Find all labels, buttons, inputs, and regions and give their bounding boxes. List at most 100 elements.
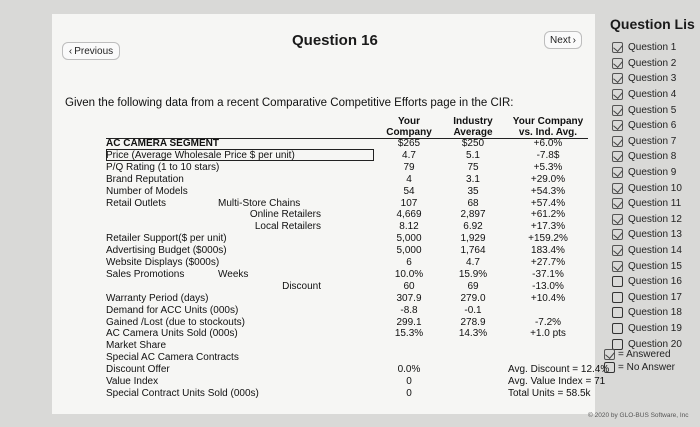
cell-your-company: 60: [403, 280, 415, 292]
sidebar-item-label: Question 19: [628, 322, 682, 334]
table-header-row-1: Your Industry Your Company: [106, 116, 606, 127]
checkbox-checked-icon: [612, 89, 623, 101]
cell-industry-average: 278.9: [460, 316, 486, 328]
previous-button-label: Previous: [74, 45, 114, 57]
checkbox-empty-icon: [612, 307, 623, 319]
sidebar-item-question-11[interactable]: Question 11: [612, 196, 682, 212]
previous-button[interactable]: ‹ Previous: [62, 42, 120, 60]
sidebar-item-question-4[interactable]: Question 4: [612, 87, 682, 103]
sidebar-item-label: Question 11: [628, 198, 682, 210]
sidebar-item-question-17[interactable]: Question 17: [612, 290, 682, 306]
sidebar-item-question-5[interactable]: Question 5: [612, 102, 682, 118]
row-label: Retailer Support($ per unit): [106, 233, 227, 245]
cell-vs-industry: +10.4%: [530, 292, 566, 304]
row-label: AC Camera Units Sold (000s): [106, 328, 238, 340]
sidebar-item-question-14[interactable]: Question 14: [612, 243, 682, 259]
row-label: Brand Reputation: [106, 173, 184, 185]
row-label: AC CAMERA SEGMENT: [106, 138, 219, 149]
table-row: Discount 60 69 -13.0%: [106, 281, 606, 292]
table-row: AC Camera Units Sold (000s) 15.3% 14.3% +1.…: [106, 328, 606, 339]
table-row: Sales Promotions Weeks 10.0% 15.9% -37.1%: [106, 269, 606, 280]
row-label: Gained /Lost (due to stockouts): [106, 316, 245, 328]
table-row: Online Retailers 4,669 2,897 +61.2%: [106, 209, 606, 220]
sidebar-item-question-16[interactable]: Question 16: [612, 274, 682, 290]
cell-vs-industry: +159.2%: [528, 233, 568, 245]
legend-answered: = Answered: [604, 348, 675, 361]
row-label: Website Displays ($000s): [106, 257, 220, 268]
cell-your-company: 15.3%: [394, 328, 424, 340]
col-header-your-company-2: Company: [386, 127, 432, 138]
sidebar-item-question-7[interactable]: Question 7: [612, 134, 682, 150]
cell-your-company: 79: [403, 161, 415, 173]
sidebar-item-label: Question 2: [628, 57, 677, 69]
checkbox-checked-icon: [612, 135, 623, 147]
cell-industry-average: 5.1: [466, 149, 480, 161]
table-row: Number of Models 54 35 +54.3%: [106, 186, 606, 197]
sidebar-item-label: Question 9: [628, 167, 677, 179]
checkbox-checked-icon: [612, 42, 623, 54]
cell-vs-industry: +54.3%: [530, 185, 566, 197]
checkbox-empty-icon: [612, 291, 623, 303]
cell-industry-average: 75: [467, 161, 479, 173]
sidebar-item-question-8[interactable]: Question 8: [612, 149, 682, 165]
question-list-title: Question Lis: [610, 16, 695, 32]
cell-industry-average: 2,897: [460, 209, 486, 221]
cell-industry-average: 1,764: [460, 245, 486, 257]
question-text: Given the following data from a recent C…: [65, 97, 514, 109]
checkbox-empty-icon: [612, 276, 623, 288]
sidebar-item-question-19[interactable]: Question 19: [612, 321, 682, 337]
table-row: AC CAMERA SEGMENT $265 $250 +6.0%: [106, 138, 606, 149]
table-row: Special AC Camera Contracts: [106, 352, 606, 363]
checkbox-checked-icon: [612, 182, 623, 194]
header-underline: [106, 138, 588, 139]
table-row: Advertising Budget ($000s) 5,000 1,764 183.…: [106, 245, 606, 256]
sidebar-item-label: Question 8: [628, 151, 677, 163]
question-list: Question 1 Question 2 Question 3 Question 4…: [612, 40, 682, 352]
sidebar-item-label: Question 13: [628, 229, 682, 241]
cell-vs-industry: Total Units = 58.5k: [508, 387, 591, 399]
row-sublabel: Discount: [282, 280, 321, 292]
table-header-row-2: Company Average vs. Ind. Avg.: [106, 127, 606, 138]
checkbox-checked-icon: [612, 120, 623, 132]
col-header-industry-2: Average: [453, 127, 493, 138]
price-row-box: [106, 149, 374, 161]
sidebar-item-label: Question 1: [628, 42, 677, 54]
sidebar-item-question-20[interactable]: Question 20: [612, 336, 682, 352]
cell-vs-industry: +61.2%: [530, 209, 566, 221]
question-panel: ‹ Previous Question 16 Next › Given the …: [52, 14, 609, 414]
sidebar-item-question-6[interactable]: Question 6: [612, 118, 682, 134]
legend-unanswered: = No Answer: [604, 361, 675, 374]
sidebar-item-question-10[interactable]: Question 10: [612, 180, 682, 196]
checkbox-checked-icon: [612, 151, 623, 163]
cell-industry-average: 279.0: [460, 292, 486, 304]
table-row: Website Displays ($000s) 6 4.7 +27.7%: [106, 257, 606, 268]
checkbox-checked-icon: [612, 229, 623, 241]
cell-vs-industry: +29.0%: [530, 173, 566, 185]
cell-your-company: 5,000: [396, 233, 422, 245]
row-label: P/Q Rating (1 to 10 stars): [106, 161, 220, 173]
table-row: Demand for ACC Units (000s) -8.8 -0.1: [106, 305, 606, 316]
cell-your-company: 4: [406, 173, 412, 185]
cell-industry-average: 6.92: [463, 221, 483, 233]
sidebar-item-question-9[interactable]: Question 9: [612, 165, 682, 181]
sidebar-item-question-13[interactable]: Question 13: [612, 227, 682, 243]
cell-your-company: 6: [406, 257, 412, 268]
table-row: Market Share: [106, 340, 606, 351]
sidebar-item-question-1[interactable]: Question 1: [612, 40, 682, 56]
table-row: Local Retailers 8.12 6.92 +17.3%: [106, 221, 606, 232]
cell-your-company: 4.7: [402, 149, 416, 161]
cell-your-company: 307.9: [396, 292, 422, 304]
checkbox-checked-icon: [612, 167, 623, 179]
next-button[interactable]: Next ›: [544, 31, 582, 49]
sidebar-item-question-12[interactable]: Question 12: [612, 212, 682, 228]
checkbox-empty-icon: [612, 322, 623, 334]
sidebar-item-question-3[interactable]: Question 3: [612, 71, 682, 87]
col-header-your-company: Your: [397, 116, 421, 127]
sidebar-item-question-2[interactable]: Question 2: [612, 56, 682, 72]
sidebar-item-label: Question 12: [628, 213, 682, 225]
row-label: Demand for ACC Units (000s): [106, 304, 239, 316]
question-title: Question 16: [292, 32, 378, 49]
sidebar-item-question-15[interactable]: Question 15: [612, 258, 682, 274]
sidebar-item-question-18[interactable]: Question 18: [612, 305, 682, 321]
table-row: Special Contract Units Sold (000s) 0 Total…: [106, 388, 606, 399]
